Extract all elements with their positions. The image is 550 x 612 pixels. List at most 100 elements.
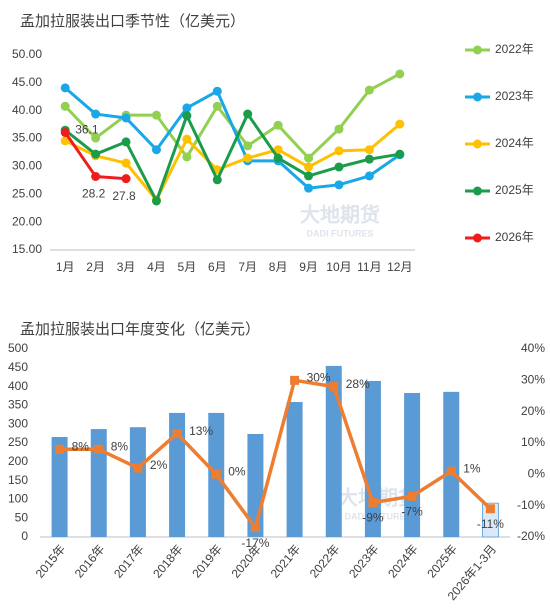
x-tick-label: 12月: [387, 260, 412, 274]
data-label: 2%: [150, 458, 168, 472]
chart-title: 孟加拉服装出口季节性（亿美元）: [20, 13, 245, 30]
data-label: 8%: [111, 439, 129, 453]
y-tick-label: 150: [8, 473, 28, 487]
bar: [129, 427, 146, 537]
data-label: -17%: [241, 536, 269, 550]
point: [94, 444, 104, 454]
point: [334, 162, 344, 172]
point: [60, 136, 70, 146]
x-tick-label: 2月: [86, 260, 105, 274]
legend-marker: [473, 233, 482, 243]
data-label: 28%: [346, 377, 370, 391]
point: [304, 153, 314, 163]
legend-marker: [473, 92, 482, 102]
y2-tick-label: -20%: [517, 529, 545, 543]
x-tick-label: 2017年: [111, 542, 147, 581]
point: [121, 158, 131, 168]
point: [91, 109, 101, 119]
point: [60, 101, 70, 111]
point: [290, 375, 300, 385]
watermark: DADI FUTURES: [307, 228, 374, 238]
y-tick-label: 100: [8, 492, 28, 506]
point: [243, 109, 253, 119]
point: [334, 146, 344, 156]
y2-tick-label: -10%: [517, 498, 545, 512]
watermark: 大地期货: [300, 202, 380, 226]
point: [212, 175, 222, 185]
legend-label: 2023年: [495, 89, 534, 103]
line: [64, 112, 401, 203]
data-label: 36.1: [75, 123, 99, 137]
y-tick-label: 400: [8, 379, 28, 393]
point: [243, 153, 253, 163]
bar: [443, 391, 460, 537]
point: [91, 171, 101, 181]
point: [329, 382, 339, 392]
bar: [169, 412, 186, 537]
y-tick-label: 500: [8, 341, 28, 355]
point: [55, 444, 65, 454]
data-label: 8%: [72, 439, 90, 453]
data-label: -11%: [477, 517, 504, 531]
point: [273, 145, 283, 155]
point: [151, 145, 161, 155]
x-tick-label: 2023年: [346, 542, 382, 581]
x-tick-label: 2016年: [72, 542, 108, 581]
legend-label: 2024年: [495, 136, 534, 150]
point: [182, 152, 192, 162]
point: [368, 498, 378, 508]
x-tick-label: 2018年: [150, 542, 186, 581]
bar: [51, 436, 68, 537]
x-tick-label: 5月: [178, 260, 197, 274]
x-tick-label: 2021年: [268, 542, 304, 581]
line: [64, 122, 401, 202]
y-tick-label: 250: [8, 435, 28, 449]
y-tick-label: 300: [8, 416, 28, 430]
y-tick-label: 25.00: [12, 186, 42, 200]
line: [59, 378, 492, 530]
data-label: -7%: [401, 504, 423, 518]
x-tick-label: 1月: [56, 260, 75, 274]
x-tick-label: 8月: [269, 260, 288, 274]
point: [60, 83, 70, 93]
point: [212, 101, 222, 111]
y-tick-label: 20.00: [12, 214, 42, 228]
bar: [90, 429, 107, 537]
x-tick-label: 2025年: [424, 542, 460, 581]
x-tick-label: 2022年: [307, 542, 343, 581]
point: [182, 103, 192, 113]
x-tick-label: 4月: [147, 260, 166, 274]
y-tick-label: 50: [15, 510, 29, 524]
y2-tick-label: 0%: [528, 467, 546, 481]
y-tick-label: 200: [8, 454, 28, 468]
point: [485, 504, 495, 514]
point: [395, 69, 405, 79]
point: [334, 124, 344, 134]
y-tick-label: 50.00: [12, 47, 42, 61]
point: [250, 523, 260, 533]
legend-label: 2022年: [495, 42, 534, 56]
chart-title: 孟加拉服装出口年度变化（亿美元）: [20, 321, 260, 338]
point: [395, 119, 405, 129]
bar: [325, 365, 342, 537]
data-label: 30%: [307, 371, 331, 385]
point: [60, 127, 70, 137]
y2-tick-label: 40%: [521, 341, 545, 355]
point: [364, 171, 374, 181]
point: [446, 466, 456, 476]
point: [334, 180, 344, 190]
y-tick-label: 45.00: [12, 75, 42, 89]
point: [304, 183, 314, 193]
point: [273, 120, 283, 130]
point: [407, 491, 417, 501]
y-tick-label: 40.00: [12, 103, 42, 117]
x-tick-label: 2015年: [33, 542, 69, 581]
point: [364, 145, 374, 155]
point: [304, 162, 314, 172]
x-tick-label: 6月: [208, 260, 227, 274]
y-tick-label: 450: [8, 360, 28, 374]
legend-marker: [473, 45, 482, 55]
x-tick-label: 3月: [117, 260, 136, 274]
x-tick-label: 7月: [238, 260, 257, 274]
